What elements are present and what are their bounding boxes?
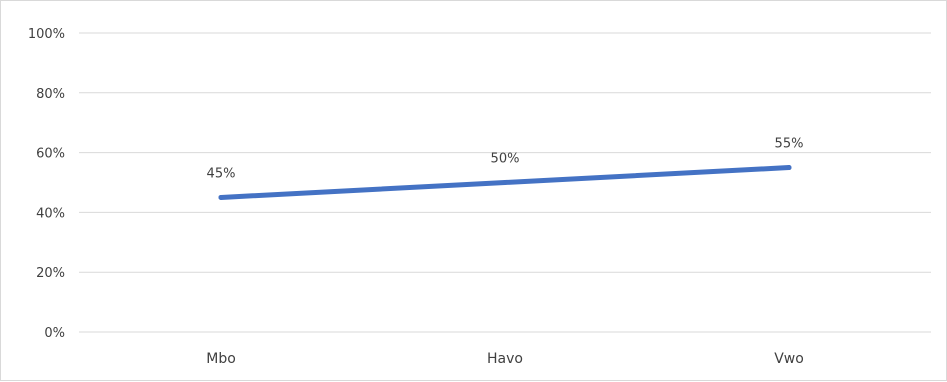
y-tick-label: 0% bbox=[44, 326, 65, 341]
data-point bbox=[502, 180, 508, 185]
x-tick-label: Havo bbox=[487, 351, 523, 367]
data-label: 45% bbox=[207, 166, 236, 181]
y-tick-label: 20% bbox=[36, 266, 65, 281]
y-axis: 0% 20% 40% 60% 80% 100% bbox=[28, 27, 65, 341]
y-tick-label: 100% bbox=[28, 27, 65, 42]
data-label: 50% bbox=[491, 152, 520, 167]
y-tick-label: 60% bbox=[36, 147, 65, 162]
x-axis: Mbo Havo Vwo bbox=[206, 351, 804, 367]
gridlines bbox=[79, 32, 931, 333]
x-tick-label: Mbo bbox=[206, 351, 236, 367]
data-point bbox=[218, 194, 224, 200]
data-labels: 45% 50% 55% bbox=[207, 137, 804, 182]
series-layer bbox=[218, 165, 792, 200]
x-tick-label: Vwo bbox=[774, 351, 804, 367]
data-point bbox=[786, 165, 792, 171]
data-label: 55% bbox=[775, 137, 804, 152]
y-tick-label: 40% bbox=[36, 206, 65, 221]
y-tick-label: 80% bbox=[36, 87, 65, 102]
